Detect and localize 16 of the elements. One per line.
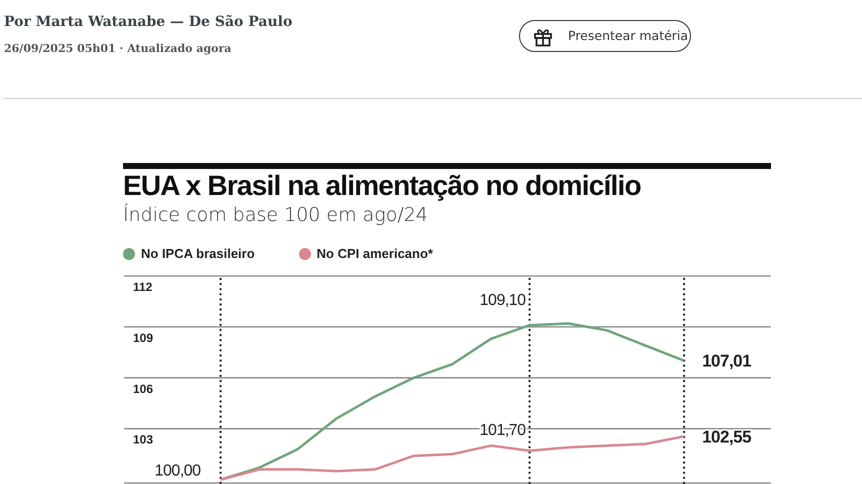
text: Presentear matéria (568, 28, 688, 43)
text: 26/09/2025 05h01 · Atualizado agora (4, 42, 232, 55)
legend-label: No CPI americano* (316, 246, 433, 261)
legend-label: No IPCA brasileiro (141, 246, 255, 261)
y-tick-label: 103 (133, 432, 154, 447)
y-tick-label: 112 (133, 280, 153, 294)
data-label: 102,55 (702, 427, 752, 446)
data-label: 101,70 (480, 422, 526, 439)
chart-subtitle: Índice com base 100 em ago/24 (123, 204, 428, 226)
text: Por Marta Watanabe — De São Paulo (4, 14, 292, 30)
data-label: 109,10 (480, 292, 526, 310)
data-label: 107,01 (702, 352, 752, 371)
data-label: 100,00 (154, 462, 202, 480)
y-tick-label: 106 (133, 382, 154, 396)
chart-title: EUA x Brasil na alimentação no domicílio (123, 170, 641, 202)
y-tick-label: 109 (133, 330, 154, 345)
